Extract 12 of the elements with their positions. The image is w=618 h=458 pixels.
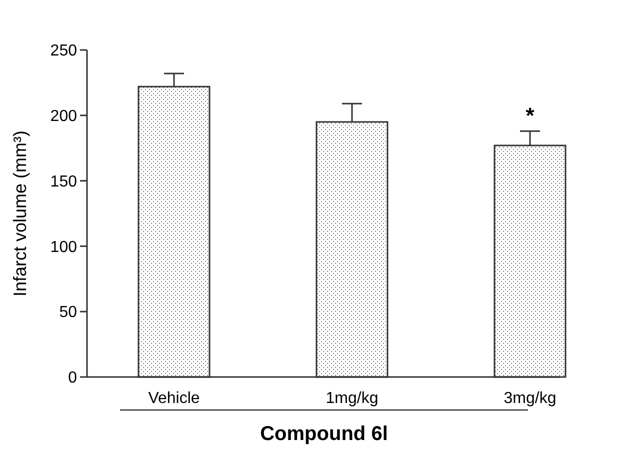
x-tick-label: Vehicle — [148, 390, 200, 407]
x-tick-label: 3mg/kg — [504, 390, 556, 407]
y-tick-label: 0 — [68, 370, 78, 387]
y-tick-label: 150 — [50, 173, 78, 190]
annotation: * — [526, 103, 535, 128]
y-axis-title: Infarct volume (mm³) — [10, 130, 30, 297]
x-tick-label: 1mg/kg — [326, 390, 378, 407]
y-tick-label: 50 — [59, 304, 78, 322]
y-tick-label: 200 — [50, 108, 78, 125]
y-tick-label: 250 — [50, 42, 78, 60]
y-tick-label: 100 — [50, 238, 78, 256]
x-axis-title: Compound 6l — [260, 423, 388, 445]
